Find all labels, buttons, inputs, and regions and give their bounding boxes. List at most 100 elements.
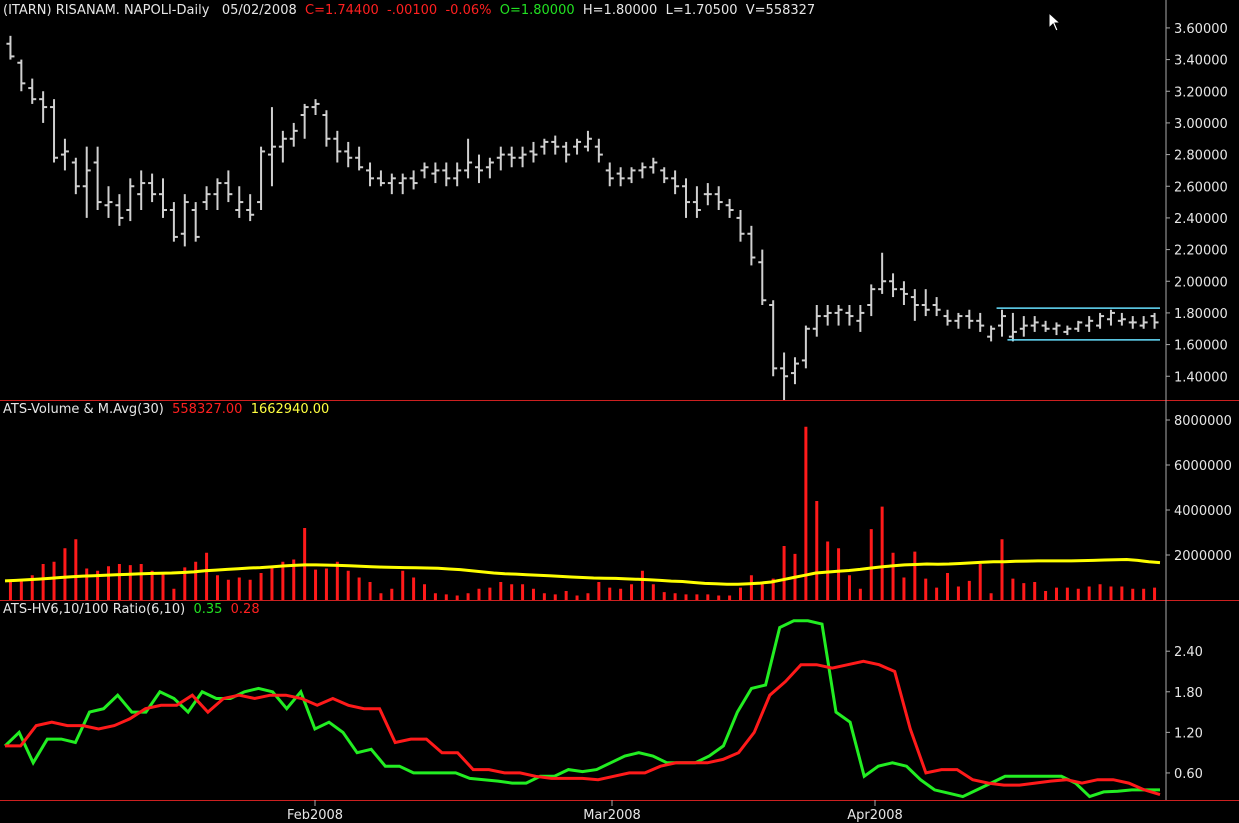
ohlc-bar xyxy=(899,281,908,305)
price-tick-label: 3.00000 xyxy=(1174,117,1228,132)
ohlc-bar xyxy=(169,202,178,242)
volume-panel-value: 558327.00 xyxy=(172,402,243,417)
mouse-pointer-icon xyxy=(1048,12,1062,32)
price-tick-label: 2.00000 xyxy=(1174,275,1228,290)
ohlc-bar xyxy=(714,186,723,210)
ohlc-bar xyxy=(1117,312,1126,326)
ohlc-bar xyxy=(1041,320,1050,332)
ohlc-bar xyxy=(420,162,429,179)
ohlc-bar xyxy=(322,110,331,147)
price-tick-label: 3.40000 xyxy=(1174,54,1228,69)
ohlc-bar xyxy=(376,170,385,187)
ohlc-bar xyxy=(616,167,625,187)
ohlc-bar xyxy=(790,357,799,385)
ohlc-bar xyxy=(1030,316,1039,332)
price-tick-label: 3.20000 xyxy=(1174,85,1228,100)
ohlc-bar xyxy=(267,107,276,187)
ohlc-bar xyxy=(834,305,843,326)
ohlc-bar xyxy=(485,157,494,179)
ohlc-bar xyxy=(878,252,887,294)
ohlc-bar xyxy=(507,146,516,168)
ohlc-bar xyxy=(1139,316,1148,329)
hv-tick-label: 2.40 xyxy=(1174,645,1203,660)
ohlc-bar xyxy=(1096,312,1105,329)
ohlc-bar xyxy=(1019,316,1028,337)
ohlc-bar xyxy=(998,309,1007,337)
ohlc-bar xyxy=(71,157,80,195)
volume-panel-title: ATS-Volume & M.Avg(30) xyxy=(3,402,164,417)
ohlc-bar xyxy=(311,99,320,115)
volume-tick-label: 6000000 xyxy=(1174,459,1232,474)
price-channel xyxy=(996,307,1160,341)
ohlc-bar xyxy=(246,194,255,222)
change-pct-label: -0.06% xyxy=(445,3,492,18)
ohlc-bar xyxy=(17,59,26,92)
price-tick-label: 1.80000 xyxy=(1174,307,1228,322)
ohlc-bar xyxy=(605,162,614,187)
volume-tick-label: 4000000 xyxy=(1174,504,1232,519)
change-label: -.00100 xyxy=(387,3,438,18)
hv10-line xyxy=(5,659,1161,797)
price-tick-label: 3.60000 xyxy=(1174,22,1228,37)
ohlc-bar xyxy=(202,186,211,210)
ohlc-bar xyxy=(224,170,233,203)
ohlc-bar xyxy=(39,91,48,123)
ohlc-bar xyxy=(387,173,396,195)
ohlc-bar xyxy=(573,138,582,155)
mavg-line xyxy=(4,557,1161,586)
volume-bars xyxy=(8,426,1157,600)
ohlc-bar xyxy=(191,202,200,242)
ohlc-bar xyxy=(812,305,821,337)
ohlc-bar xyxy=(355,146,364,171)
ohlc-bar xyxy=(954,312,963,329)
ohlc-bar xyxy=(736,210,745,242)
ohlc-bar xyxy=(867,284,876,317)
ohlc-bar xyxy=(780,352,789,400)
ohlc-bar xyxy=(453,162,462,187)
ohlc-bar xyxy=(1106,309,1115,326)
hv6-value: 0.35 xyxy=(193,602,223,617)
ohlc-bar xyxy=(823,305,832,326)
ohlc-bar xyxy=(235,186,244,218)
x-axis: Feb2008 Mar2008 Apr2008 xyxy=(287,800,903,823)
ohlc-bar xyxy=(137,170,146,210)
x-tick-label: Apr2008 xyxy=(847,808,903,823)
ohlc-bar xyxy=(442,162,451,187)
ohlc-bar xyxy=(1008,312,1017,342)
ohlc-bar xyxy=(300,103,309,139)
ohlc-bar xyxy=(93,146,102,210)
ohlc-bar xyxy=(692,186,701,218)
ohlc-bar xyxy=(769,300,778,377)
high-label: H=1.80000 xyxy=(582,3,658,18)
ohlc-bar xyxy=(660,167,669,184)
x-tick-label: Feb2008 xyxy=(287,808,343,823)
ohlc-bar xyxy=(1074,320,1083,332)
price-tick-label: 2.40000 xyxy=(1174,212,1228,227)
ohlc-bar xyxy=(126,178,135,222)
ohlc-bar xyxy=(921,289,930,317)
ohlc-bar xyxy=(910,289,919,321)
ohlc-bar xyxy=(562,141,571,163)
ohlc-bar xyxy=(758,249,767,305)
ohlc-bar xyxy=(464,138,473,179)
ohlc-bar xyxy=(50,99,59,163)
ohlc-bar xyxy=(889,273,898,298)
ohlc-bar xyxy=(6,35,15,60)
open-label: O=1.80000 xyxy=(499,3,575,18)
ohlc-bar xyxy=(213,178,222,210)
hv-panel-title: ATS-HV6,10/100 Ratio(6,10) xyxy=(3,602,186,617)
close-label: C=1.74400 xyxy=(305,3,379,18)
volume-mavg-line xyxy=(4,557,1161,586)
ohlc-bar xyxy=(496,146,505,171)
ohlc-bar xyxy=(649,157,658,174)
x-tick-label: Mar2008 xyxy=(583,808,641,823)
ohlc-bar xyxy=(431,162,440,184)
y-axes: 3.60000 3.40000 3.20000 3.00000 2.80000 2.600… xyxy=(1165,0,1232,800)
mavg-panel-value: 1662940.00 xyxy=(250,402,330,417)
ohlc-bar xyxy=(682,178,691,218)
ohlc-bar xyxy=(551,135,560,155)
ohlc-bar xyxy=(257,146,266,210)
hv-tick-label: 0.60 xyxy=(1174,767,1203,782)
ohlc-bar xyxy=(725,198,734,218)
